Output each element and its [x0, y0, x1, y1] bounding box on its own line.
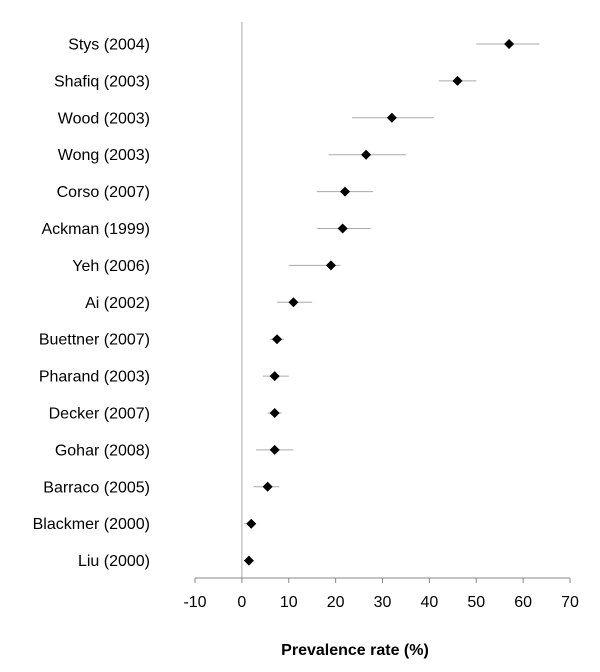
- study-label-decker-2007: Decker (2007): [49, 406, 150, 423]
- x-tick-label-20: 20: [327, 594, 345, 611]
- x-tick-label-40: 40: [420, 594, 438, 611]
- x-tick-label-50: 50: [467, 594, 485, 611]
- marker-shafiq-2003: [452, 75, 463, 86]
- study-label-barraco-2005: Barraco (2005): [43, 479, 150, 496]
- x-axis-title: Prevalence rate (%): [281, 642, 429, 659]
- study-label-liu-2000: Liu (2000): [78, 553, 150, 570]
- marker-blackmer-2000: [246, 518, 257, 529]
- marker-buettner-2007: [272, 334, 283, 345]
- study-label-wong-2003: Wong (2003): [58, 147, 150, 164]
- marker-yeh-2006: [325, 260, 336, 271]
- study-label-gohar-2008: Gohar (2008): [55, 442, 150, 459]
- study-label-ackman-1999: Ackman (1999): [42, 221, 151, 238]
- study-label-blackmer-2000: Blackmer (2000): [33, 516, 150, 533]
- study-label-shafiq-2003: Shafiq (2003): [54, 73, 150, 90]
- study-label-ai-2002: Ai (2002): [85, 295, 150, 312]
- x-tick-label-70: 70: [561, 594, 579, 611]
- study-label-stys-2004: Stys (2004): [68, 37, 150, 54]
- study-label-wood-2003: Wood (2003): [58, 110, 150, 127]
- point-estimates: [243, 39, 515, 566]
- x-tick-label-0: 0: [237, 594, 246, 611]
- marker-barraco-2005: [262, 481, 273, 492]
- marker-decker-2007: [269, 408, 280, 418]
- marker-stys-2004: [504, 39, 515, 49]
- study-labels: Stys (2004) Shafiq (2003) Wood (2003) Wong …: [33, 37, 150, 571]
- study-label-yeh-2006: Yeh (2006): [72, 258, 150, 275]
- marker-ai-2002: [288, 297, 299, 308]
- marker-liu-2000: [243, 555, 254, 566]
- marker-wong-2003: [361, 149, 372, 160]
- marker-pharand-2003: [269, 371, 280, 382]
- marker-wood-2003: [386, 112, 397, 123]
- study-label-corso-2007: Corso (2007): [57, 184, 150, 201]
- study-label-buettner-2007: Buettner (2007): [39, 332, 150, 349]
- study-label-pharand-2003: Pharand (2003): [39, 369, 150, 386]
- x-tick-label-60: 60: [514, 594, 532, 611]
- x-tick-label-10: 10: [280, 594, 298, 611]
- x-axis: -10 0 10 20 30 40 50 60 70: [183, 22, 579, 611]
- x-tick-label-neg10: -10: [183, 594, 206, 611]
- marker-ackman-1999: [337, 223, 348, 234]
- x-tick-label-30: 30: [374, 594, 392, 611]
- marker-corso-2007: [340, 186, 350, 197]
- marker-gohar-2008: [269, 444, 280, 455]
